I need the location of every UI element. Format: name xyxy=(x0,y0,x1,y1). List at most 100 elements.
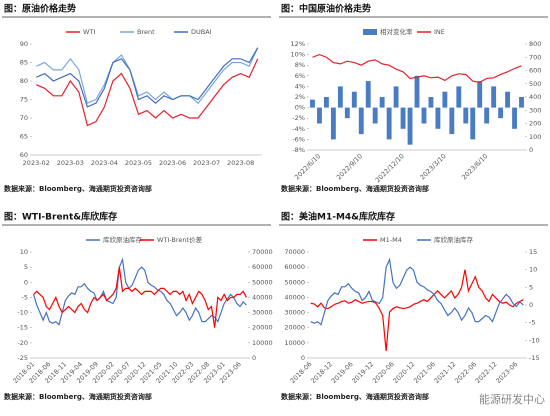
y-tick-label: 30000 xyxy=(284,309,305,317)
y-tick-label: -10 xyxy=(17,309,28,317)
chart-title: 图：WTI-Brent&库欣库存 xyxy=(4,211,117,223)
bar xyxy=(470,107,476,140)
y-tick-label: -4% xyxy=(292,125,305,133)
y2-tick-label: 200 xyxy=(529,120,541,128)
x-tick-label: 2022/6/10 xyxy=(293,152,322,181)
y-tick-label: -20 xyxy=(17,339,28,347)
legend-label: Brent xyxy=(137,28,155,36)
line xyxy=(310,257,524,326)
bar xyxy=(477,81,483,108)
y2-tick-label: 50000 xyxy=(252,278,273,286)
legend-label: INE xyxy=(434,28,445,36)
y2-tick-label: 500 xyxy=(529,80,541,88)
bar xyxy=(400,107,406,129)
bar xyxy=(344,107,350,119)
y-tick-label: 20000 xyxy=(284,324,305,332)
source: 数据来源：Bloomberg、海通期货投资咨询部 xyxy=(281,184,429,193)
chart-title: 图：美油M1-M4&库欣库存 xyxy=(281,211,395,223)
line xyxy=(312,53,522,84)
bar xyxy=(456,86,462,108)
legend-label: WTI xyxy=(83,28,95,36)
legend-label: 库欣原油库存 xyxy=(434,235,474,244)
bar xyxy=(337,86,343,108)
bar xyxy=(330,107,336,140)
x-tick-label: 2023-03 xyxy=(57,159,84,167)
line xyxy=(33,267,247,328)
legend-label: 相对变化率 xyxy=(380,27,413,36)
bar xyxy=(351,91,357,108)
y-tick-label: -15 xyxy=(17,324,28,332)
y-tick-label: 50000 xyxy=(284,278,305,286)
bar xyxy=(386,107,392,140)
legend-label: M1-M4 xyxy=(380,236,402,244)
line xyxy=(36,47,259,105)
y-tick-label: 70000 xyxy=(284,248,305,256)
x-tick-label: 2022/9/10 xyxy=(335,152,364,181)
y-tick-label: -6% xyxy=(292,135,305,143)
bar xyxy=(512,107,517,129)
x-tick-label: 2022/12/10 xyxy=(374,152,406,184)
y2-tick-label: 70000 xyxy=(252,248,273,256)
line xyxy=(33,257,247,326)
bar xyxy=(442,91,448,108)
y2-tick-label: 800 xyxy=(529,40,541,48)
y-tick-label: 12% xyxy=(291,40,305,48)
y2-tick-label: -15 xyxy=(529,354,540,362)
bar xyxy=(505,91,511,108)
x-tick-label: 2023-05 xyxy=(125,159,152,167)
y-tick-label: 70 xyxy=(20,114,28,122)
bar xyxy=(317,107,322,124)
source: 数据来源：Bloomberg、海通期货投资咨询部 xyxy=(4,184,152,193)
bar xyxy=(358,107,364,135)
y2-tick-label: 15 xyxy=(529,248,537,256)
x-tick-label: 2023-06 xyxy=(159,159,186,167)
y2-tick-label: 30000 xyxy=(252,309,273,317)
bar xyxy=(310,99,315,108)
y-tick-label: -5 xyxy=(22,293,28,301)
y2-tick-label: 10000 xyxy=(252,339,273,347)
y2-tick-label: -5 xyxy=(529,319,535,327)
y-tick-label: -25 xyxy=(17,354,28,362)
bar xyxy=(449,107,455,135)
y2-tick-label: 10 xyxy=(529,266,537,274)
x-tick-label: 2023-02 xyxy=(23,159,50,167)
legend-label: 库欣原油库存 xyxy=(103,235,143,244)
bar xyxy=(407,107,413,145)
y-tick-label: 6% xyxy=(295,72,305,80)
bar xyxy=(519,97,524,108)
bar xyxy=(414,75,420,108)
y-tick-label: 4% xyxy=(295,82,305,90)
legend-label: WTI-Brent价差 xyxy=(157,235,203,244)
source: 数据来源：Bloomberg、海通期货投资咨询部 xyxy=(281,392,429,401)
y2-tick-label: -10 xyxy=(529,336,540,344)
y2-tick-label: 0 xyxy=(529,301,533,309)
legend-swatch xyxy=(363,29,377,35)
y-tick-label: -8% xyxy=(292,146,305,154)
y-tick-label: 5 xyxy=(24,263,28,271)
bar xyxy=(393,86,399,108)
y-tick-label: 10000 xyxy=(284,339,305,347)
y2-tick-label: 300 xyxy=(529,106,541,114)
bar xyxy=(435,107,441,129)
line xyxy=(36,47,259,108)
source: 数据来源：Bloomberg、海通期货投资咨询部 xyxy=(4,392,152,401)
y-tick-label: 10 xyxy=(20,248,28,256)
y-tick-label: 90 xyxy=(20,40,28,48)
x-tick-label: 2023/6/10 xyxy=(460,152,489,181)
y-tick-label: 80 xyxy=(20,77,28,85)
bar xyxy=(372,107,378,124)
legend-label: DUBAI xyxy=(191,28,212,36)
y-tick-label: 0 xyxy=(301,354,305,362)
x-tick-label: 2023-06 xyxy=(494,360,519,385)
bar xyxy=(365,81,371,108)
bar xyxy=(491,86,497,108)
x-tick-label: 2023-08 xyxy=(227,159,254,167)
chart-title: 图：原油价格走势 xyxy=(4,3,76,15)
y2-tick-label: 40000 xyxy=(252,293,273,301)
y-tick-label: 0 xyxy=(24,278,28,286)
bar xyxy=(323,97,329,108)
y-tick-label: -2% xyxy=(292,114,305,122)
y2-tick-label: 60000 xyxy=(252,263,273,271)
y-tick-label: 75 xyxy=(20,96,28,104)
